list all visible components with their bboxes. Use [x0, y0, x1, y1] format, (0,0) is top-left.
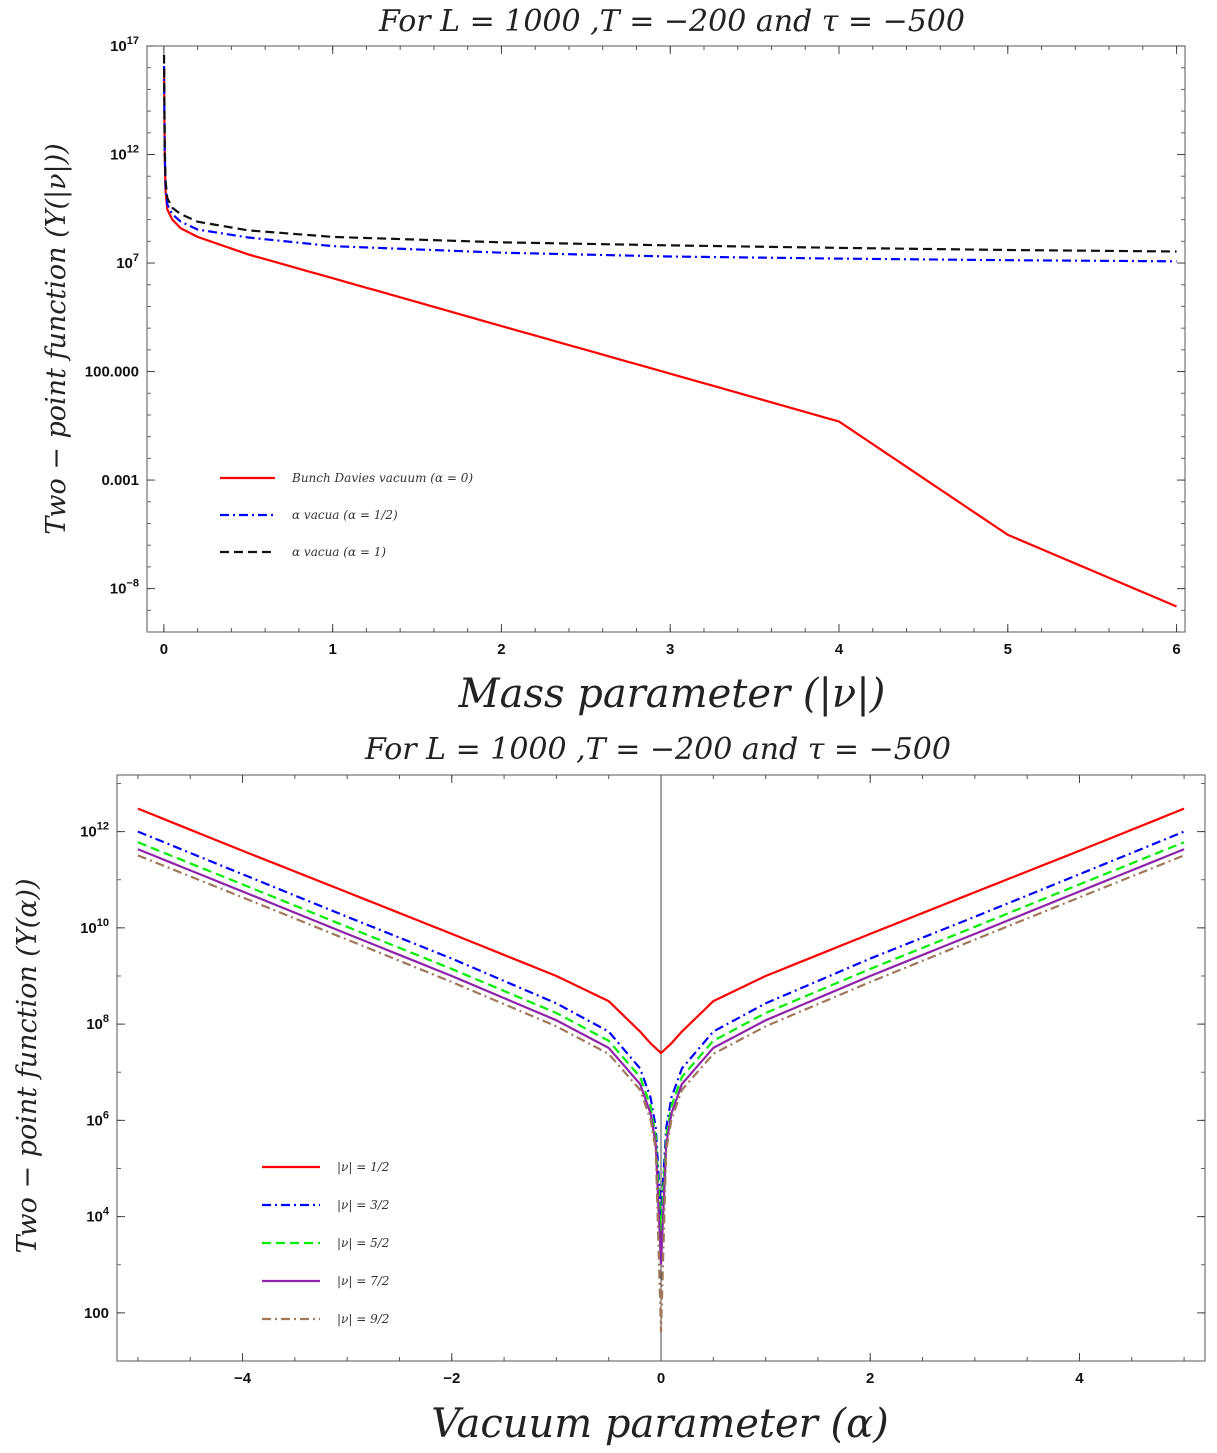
x-tick-label: 0 [657, 1370, 665, 1387]
series-line [137, 848, 1185, 1265]
x-tick-label: −2 [443, 1370, 460, 1387]
series-group [162, 54, 1177, 608]
x-tick-label: 2 [497, 641, 505, 658]
x-axis: 0 1 2 3 4 5 6 [160, 46, 1181, 658]
x-tick-label: 2 [866, 1370, 874, 1387]
y-tick-label: 0.001 [101, 472, 139, 489]
x-tick-label: 0 [160, 641, 168, 658]
x-axis-label: Vacuum parameter (α) [431, 1401, 888, 1447]
series-line [162, 67, 1177, 608]
x-tick-label: −4 [234, 1370, 252, 1387]
y-tick-label: 1012 [80, 821, 109, 841]
legend-entry: |ν| = 5/2 [337, 1236, 389, 1250]
series-line [162, 54, 1177, 253]
legend-entry: α vacua (α = 1/2) [292, 508, 398, 522]
y-tick-label: 104 [86, 1206, 110, 1226]
x-tick-label: 4 [835, 641, 844, 658]
chart-title: For L = 1000 ,T = −200 and τ = −500 [364, 732, 951, 767]
legend-entry: |ν| = 9/2 [337, 1312, 389, 1326]
x-tick-label: 4 [1075, 1370, 1084, 1387]
chart-vacuum-parameter: For L = 1000 ,T = −200 and τ = −500 −4 −2… [12, 732, 1206, 1447]
y-tick-label: 100 [84, 1305, 109, 1322]
x-axis-label: Mass parameter (|ν|) [458, 671, 886, 717]
series-line [137, 854, 1185, 1333]
x-tick-label: 6 [1172, 641, 1180, 658]
x-tick-label: 3 [666, 641, 674, 658]
y-axis-label: Two − point function (Y(|ν|)) [41, 143, 72, 534]
legend-entry: |ν| = 7/2 [337, 1274, 389, 1288]
y-axis: 100 104 106 108 1010 1012 [80, 782, 1205, 1362]
y-axis-label: Two − point function (Y(α)) [12, 879, 43, 1254]
series-group [137, 807, 1185, 1333]
y-tick-label: 106 [86, 1109, 109, 1129]
y-tick-label: 100.000 [85, 364, 139, 381]
plot-frame [146, 45, 1186, 633]
series-line [137, 807, 1185, 1055]
x-tick-label: 5 [1004, 641, 1012, 658]
x-tick-label: 1 [328, 641, 336, 658]
legend-entry: Bunch Davies vacuum (α = 0) [291, 471, 473, 485]
legend: |ν| = 1/2 |ν| = 3/2 |ν| = 5/2 |ν| = 7/2 |ν| … [262, 1160, 389, 1326]
y-tick-label: 107 [116, 252, 139, 272]
chart-title: For L = 1000 ,T = −200 and τ = −500 [378, 4, 965, 39]
y-axis: 10−8 0.001 100.000 107 1012 1017 [85, 35, 1185, 633]
chart-mass-parameter: For L = 1000 ,T = −200 and τ = −500 0 1 2 3… [41, 4, 1186, 717]
y-tick-label: 1012 [110, 144, 139, 164]
series-line [162, 65, 1177, 263]
legend-entry: α vacua (α = 1) [292, 545, 386, 559]
legend-entry: |ν| = 1/2 [337, 1160, 389, 1174]
y-tick-label: 1010 [80, 917, 109, 937]
series-line [137, 841, 1185, 1232]
legend: Bunch Davies vacuum (α = 0) α vacua (α = … [220, 471, 473, 559]
y-tick-label: 10−8 [110, 578, 139, 598]
y-tick-label: 108 [86, 1013, 109, 1033]
y-tick-label: 1017 [110, 35, 139, 55]
legend-entry: |ν| = 3/2 [337, 1198, 389, 1212]
